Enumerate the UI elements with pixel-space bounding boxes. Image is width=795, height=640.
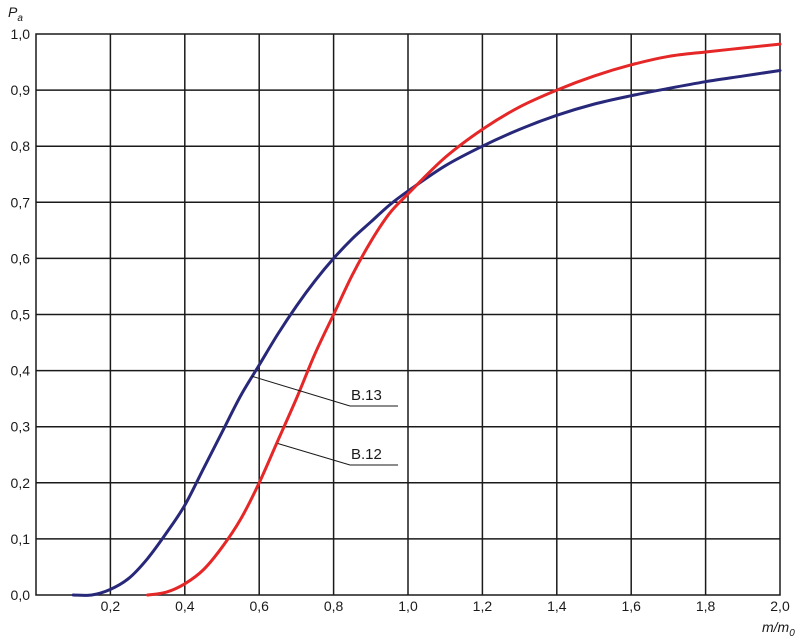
plot-frame — [35, 33, 781, 596]
y-axis-label: Pa — [8, 4, 23, 24]
y-tick-label: 0,9 — [11, 82, 31, 98]
y-axis-label-sub: a — [17, 13, 23, 24]
x-axis-label-sub: 0 — [789, 628, 795, 639]
y-tick-label: 0,5 — [11, 307, 31, 323]
x-tick-label: 0,8 — [324, 598, 344, 614]
y-tick-label: 0,4 — [11, 363, 31, 379]
callouts: B.13 B.12 — [251, 375, 398, 466]
y-tick-label: 0,2 — [11, 475, 31, 491]
x-tick-label: 1,4 — [547, 598, 567, 614]
series-lines — [71, 42, 782, 597]
callout-leader — [251, 375, 351, 407]
x-tick-label: 2,0 — [770, 598, 790, 614]
series-line-b-12 — [146, 42, 782, 597]
axes — [35, 33, 781, 596]
x-tick-labels: 0,2 0,4 0,6 0,8 1,0 1,2 1,4 1,6 1,8 2,0 — [101, 598, 790, 614]
y-tick-label: 0,1 — [11, 531, 31, 547]
x-tick-label: 0,4 — [175, 598, 195, 614]
y-tick-label: 0,0 — [11, 587, 31, 603]
callout-leader — [277, 443, 351, 466]
x-tick-label: 0,6 — [249, 598, 269, 614]
callout-label: B.12 — [351, 446, 382, 463]
series-line-b-13 — [71, 68, 782, 597]
x-tick-label: 0,2 — [101, 598, 121, 614]
x-tick-label: 1,0 — [398, 598, 418, 614]
callout-label: B.13 — [351, 387, 382, 404]
y-tick-label: 1,0 — [11, 26, 31, 42]
y-tick-label: 0,6 — [11, 250, 31, 266]
y-tick-label: 0,8 — [11, 138, 31, 154]
grid — [36, 34, 780, 595]
x-tick-label: 1,8 — [696, 598, 716, 614]
x-tick-label: 1,2 — [473, 598, 493, 614]
x-tick-label: 1,6 — [621, 598, 641, 614]
x-axis-label: m/m0 — [762, 619, 795, 639]
y-tick-label: 0,7 — [11, 194, 31, 210]
y-tick-labels: 0,0 0,1 0,2 0,3 0,4 0,5 0,6 0,7 0,8 0,9 1,0 — [11, 26, 31, 603]
y-tick-label: 0,3 — [11, 419, 31, 435]
